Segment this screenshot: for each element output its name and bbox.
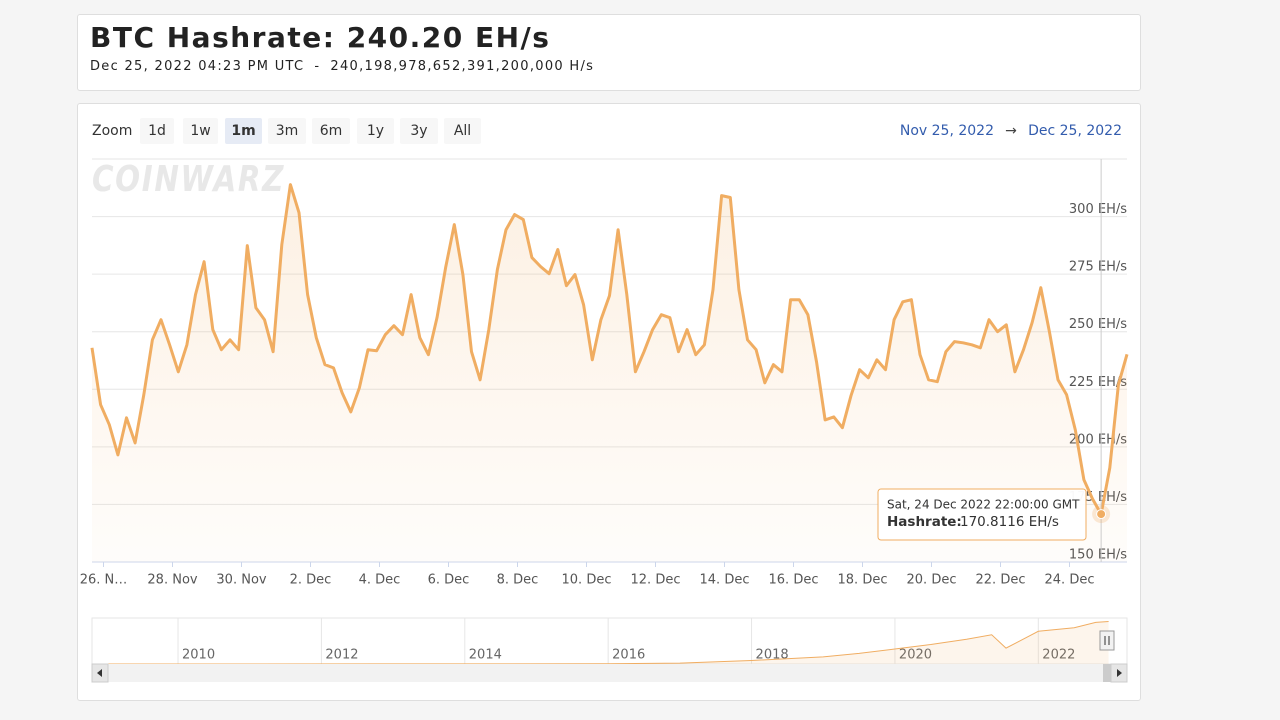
navigator-area — [106, 621, 1109, 664]
handle-body — [1099, 630, 1115, 651]
x-tick-label: 12. Dec — [631, 573, 681, 588]
y-tick-label: 225 EH/s — [1069, 375, 1127, 390]
x-tick-label: 28. Nov — [147, 573, 197, 588]
x-tick-label: 6. Dec — [428, 573, 470, 588]
y-tick-label: 275 EH/s — [1069, 260, 1127, 275]
zoom-button-bg — [140, 118, 174, 144]
tooltip: Sat, 24 Dec 2022 22:00:00 GMT Hashrate:17… — [877, 488, 1087, 541]
zoom-button-bg — [400, 118, 438, 144]
navigator-tick-label: 2014 — [469, 648, 502, 663]
scrollbar-thumb[interactable] — [1103, 664, 1111, 682]
scroll-right[interactable] — [1110, 663, 1128, 683]
hover-point — [1096, 509, 1107, 520]
x-tick-label: 8. Dec — [497, 573, 539, 588]
zoom-button[interactable]: 3y — [400, 118, 438, 144]
watermark: COINWARZ — [92, 159, 285, 200]
navigator-tick-label: 2010 — [182, 648, 215, 663]
separator: - — [314, 59, 321, 74]
zoom-button-bg — [225, 118, 262, 144]
navigator-handle[interactable] — [1099, 630, 1115, 651]
x-tick-label: 16. Dec — [769, 573, 819, 588]
scroll-left-arrow — [97, 669, 102, 677]
title: BTC Hashrate: 240.20 EH/s — [90, 21, 551, 54]
x-tick-label: 20. Dec — [907, 573, 957, 588]
scrollbar-track — [92, 664, 1127, 682]
zoom-button-label: 6m — [320, 123, 343, 139]
x-tick-label: 24. Dec — [1045, 573, 1095, 588]
x-tick-label: 22. Dec — [976, 573, 1026, 588]
navigator-tick-label: 2012 — [325, 648, 358, 663]
zoom-button-bg — [268, 118, 306, 144]
series-line — [90, 183, 1129, 516]
x-tick-label: 26. N… — [80, 573, 128, 588]
tooltip-header: Sat, 24 Dec 2022 22:00:00 GMT — [887, 498, 1080, 512]
x-tick-label: 14. Dec — [700, 573, 750, 588]
navigator-tick-label: 2020 — [899, 648, 932, 663]
zoom-button[interactable]: 1y — [357, 118, 394, 144]
y-tick-label: 300 EH/s — [1069, 202, 1127, 217]
y-tick-label: 250 EH/s — [1069, 317, 1127, 332]
zoom-button-label: 1m — [231, 123, 255, 139]
subtitle: Dec 25, 2022 04:23 PM UTC -240,198,978,65… — [90, 59, 604, 74]
zoom-label: Zoom — [92, 123, 132, 139]
zoom-button-label: All — [454, 123, 471, 139]
zoom-button-label: 1w — [190, 123, 210, 139]
navigator-tick-label: 2022 — [1042, 648, 1075, 663]
zoom-button[interactable]: All — [444, 118, 481, 144]
x-tick-label: 18. Dec — [838, 573, 888, 588]
x-tick-label: 4. Dec — [359, 573, 401, 588]
zoom-button-bg — [444, 118, 481, 144]
zoom-button[interactable]: 6m — [312, 118, 350, 144]
tooltip-value: 170.8116 EH/s — [960, 514, 1059, 530]
range-arrow: → — [1005, 123, 1017, 139]
navigator-line — [106, 621, 1109, 665]
hashes: 240,198,978,652,391,200,000 H/s — [330, 59, 595, 74]
tooltip-label: Hashrate: — [887, 514, 962, 530]
navigator-tick-label: 2016 — [612, 648, 645, 663]
tooltip-box — [877, 488, 1087, 541]
range-to: Dec 25, 2022 — [1028, 123, 1122, 139]
scroll-right-arrow — [1117, 669, 1122, 677]
zoom-button[interactable]: 3m — [268, 118, 306, 144]
header-card: BTC Hashrate: 240.20 EH/s Dec 25, 2022 0… — [77, 14, 1141, 91]
scroll-left[interactable] — [91, 663, 109, 683]
zoom-button[interactable]: 1m — [225, 118, 262, 144]
series-area — [92, 184, 1127, 562]
zoom-button[interactable]: 1w — [183, 118, 218, 144]
x-tick-label: 30. Nov — [216, 573, 266, 588]
zoom-button[interactable]: 1d — [140, 118, 174, 144]
x-tick-label: 10. Dec — [562, 573, 612, 588]
zoom-button-label: 1d — [148, 123, 166, 139]
zoom-button-label: 3m — [276, 123, 299, 139]
range-from: Nov 25, 2022 — [900, 123, 994, 139]
zoom-button-bg — [183, 118, 218, 144]
zoom-button-label: 3y — [410, 123, 427, 139]
zoom-button-bg — [357, 118, 394, 144]
zoom-button-bg — [312, 118, 350, 144]
timestamp: Dec 25, 2022 04:23 PM UTC — [90, 59, 305, 74]
zoom-button-label: 1y — [367, 123, 384, 139]
x-tick-label: 2. Dec — [290, 573, 332, 588]
